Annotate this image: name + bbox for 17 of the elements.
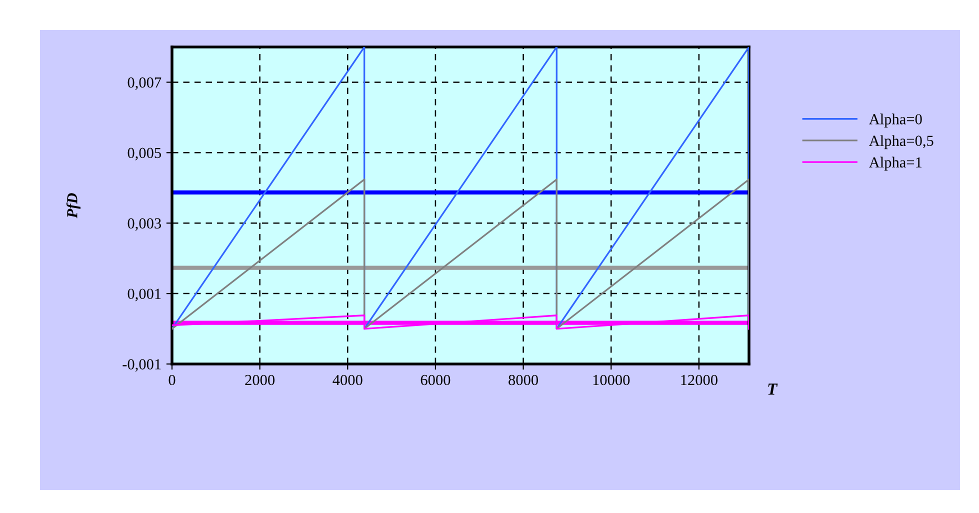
y-tick-label: 0,005: [128, 148, 161, 160]
x-tick-label: 8000: [508, 374, 538, 386]
y-tick-label: 0,003: [128, 218, 161, 231]
y-tick-label: 0,001: [128, 288, 161, 302]
x-tick-label: 6000: [420, 374, 450, 386]
x-tick-label: 2000: [245, 374, 275, 386]
legend-label: Alpha=0: [868, 114, 922, 128]
y-tick-label: -0,001: [122, 359, 161, 372]
y-axis-title: PfD: [66, 193, 80, 218]
x-tick-label: 12000: [681, 374, 718, 386]
x-axis-title: T: [768, 384, 778, 395]
x-tick-label: 10000: [593, 374, 630, 386]
legend-label: Alpha=0,5: [868, 135, 934, 150]
x-tick-label: 0: [168, 374, 176, 386]
y-tick-label: 0,007: [128, 77, 162, 90]
legend-label: Alpha=1: [868, 156, 922, 171]
x-tick-label: 4000: [332, 374, 362, 386]
